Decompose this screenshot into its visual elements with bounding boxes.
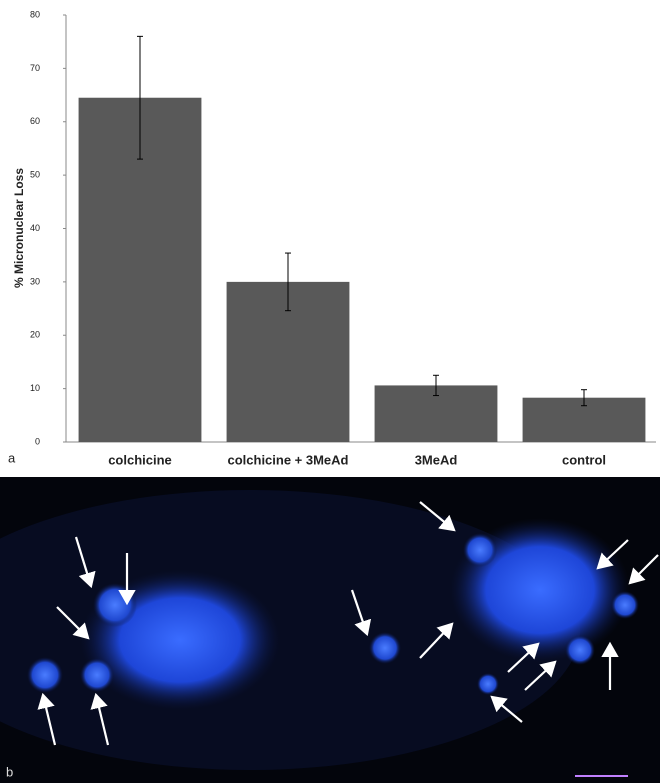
y-tick-label: 40 (30, 223, 40, 233)
panel-label: b (6, 764, 13, 779)
y-tick-label: 10 (30, 383, 40, 393)
x-tick-label: control (562, 452, 606, 467)
y-tick-label: 30 (30, 276, 40, 286)
y-tick-label: 70 (30, 63, 40, 73)
x-tick-label: colchicine (108, 452, 172, 467)
micrograph (0, 477, 660, 783)
y-tick-label: 20 (30, 330, 40, 340)
y-tick-label: 50 (30, 170, 40, 180)
panel-label: a (8, 450, 16, 465)
x-tick-label: colchicine + 3MeAd (227, 452, 348, 467)
x-tick-label: 3MeAd (415, 452, 458, 467)
y-tick-label: 0 (35, 436, 40, 446)
y-axis-label: % Micronuclear Loss (12, 168, 26, 288)
y-tick-label: 60 (30, 116, 40, 126)
y-tick-label: 80 (30, 9, 40, 19)
